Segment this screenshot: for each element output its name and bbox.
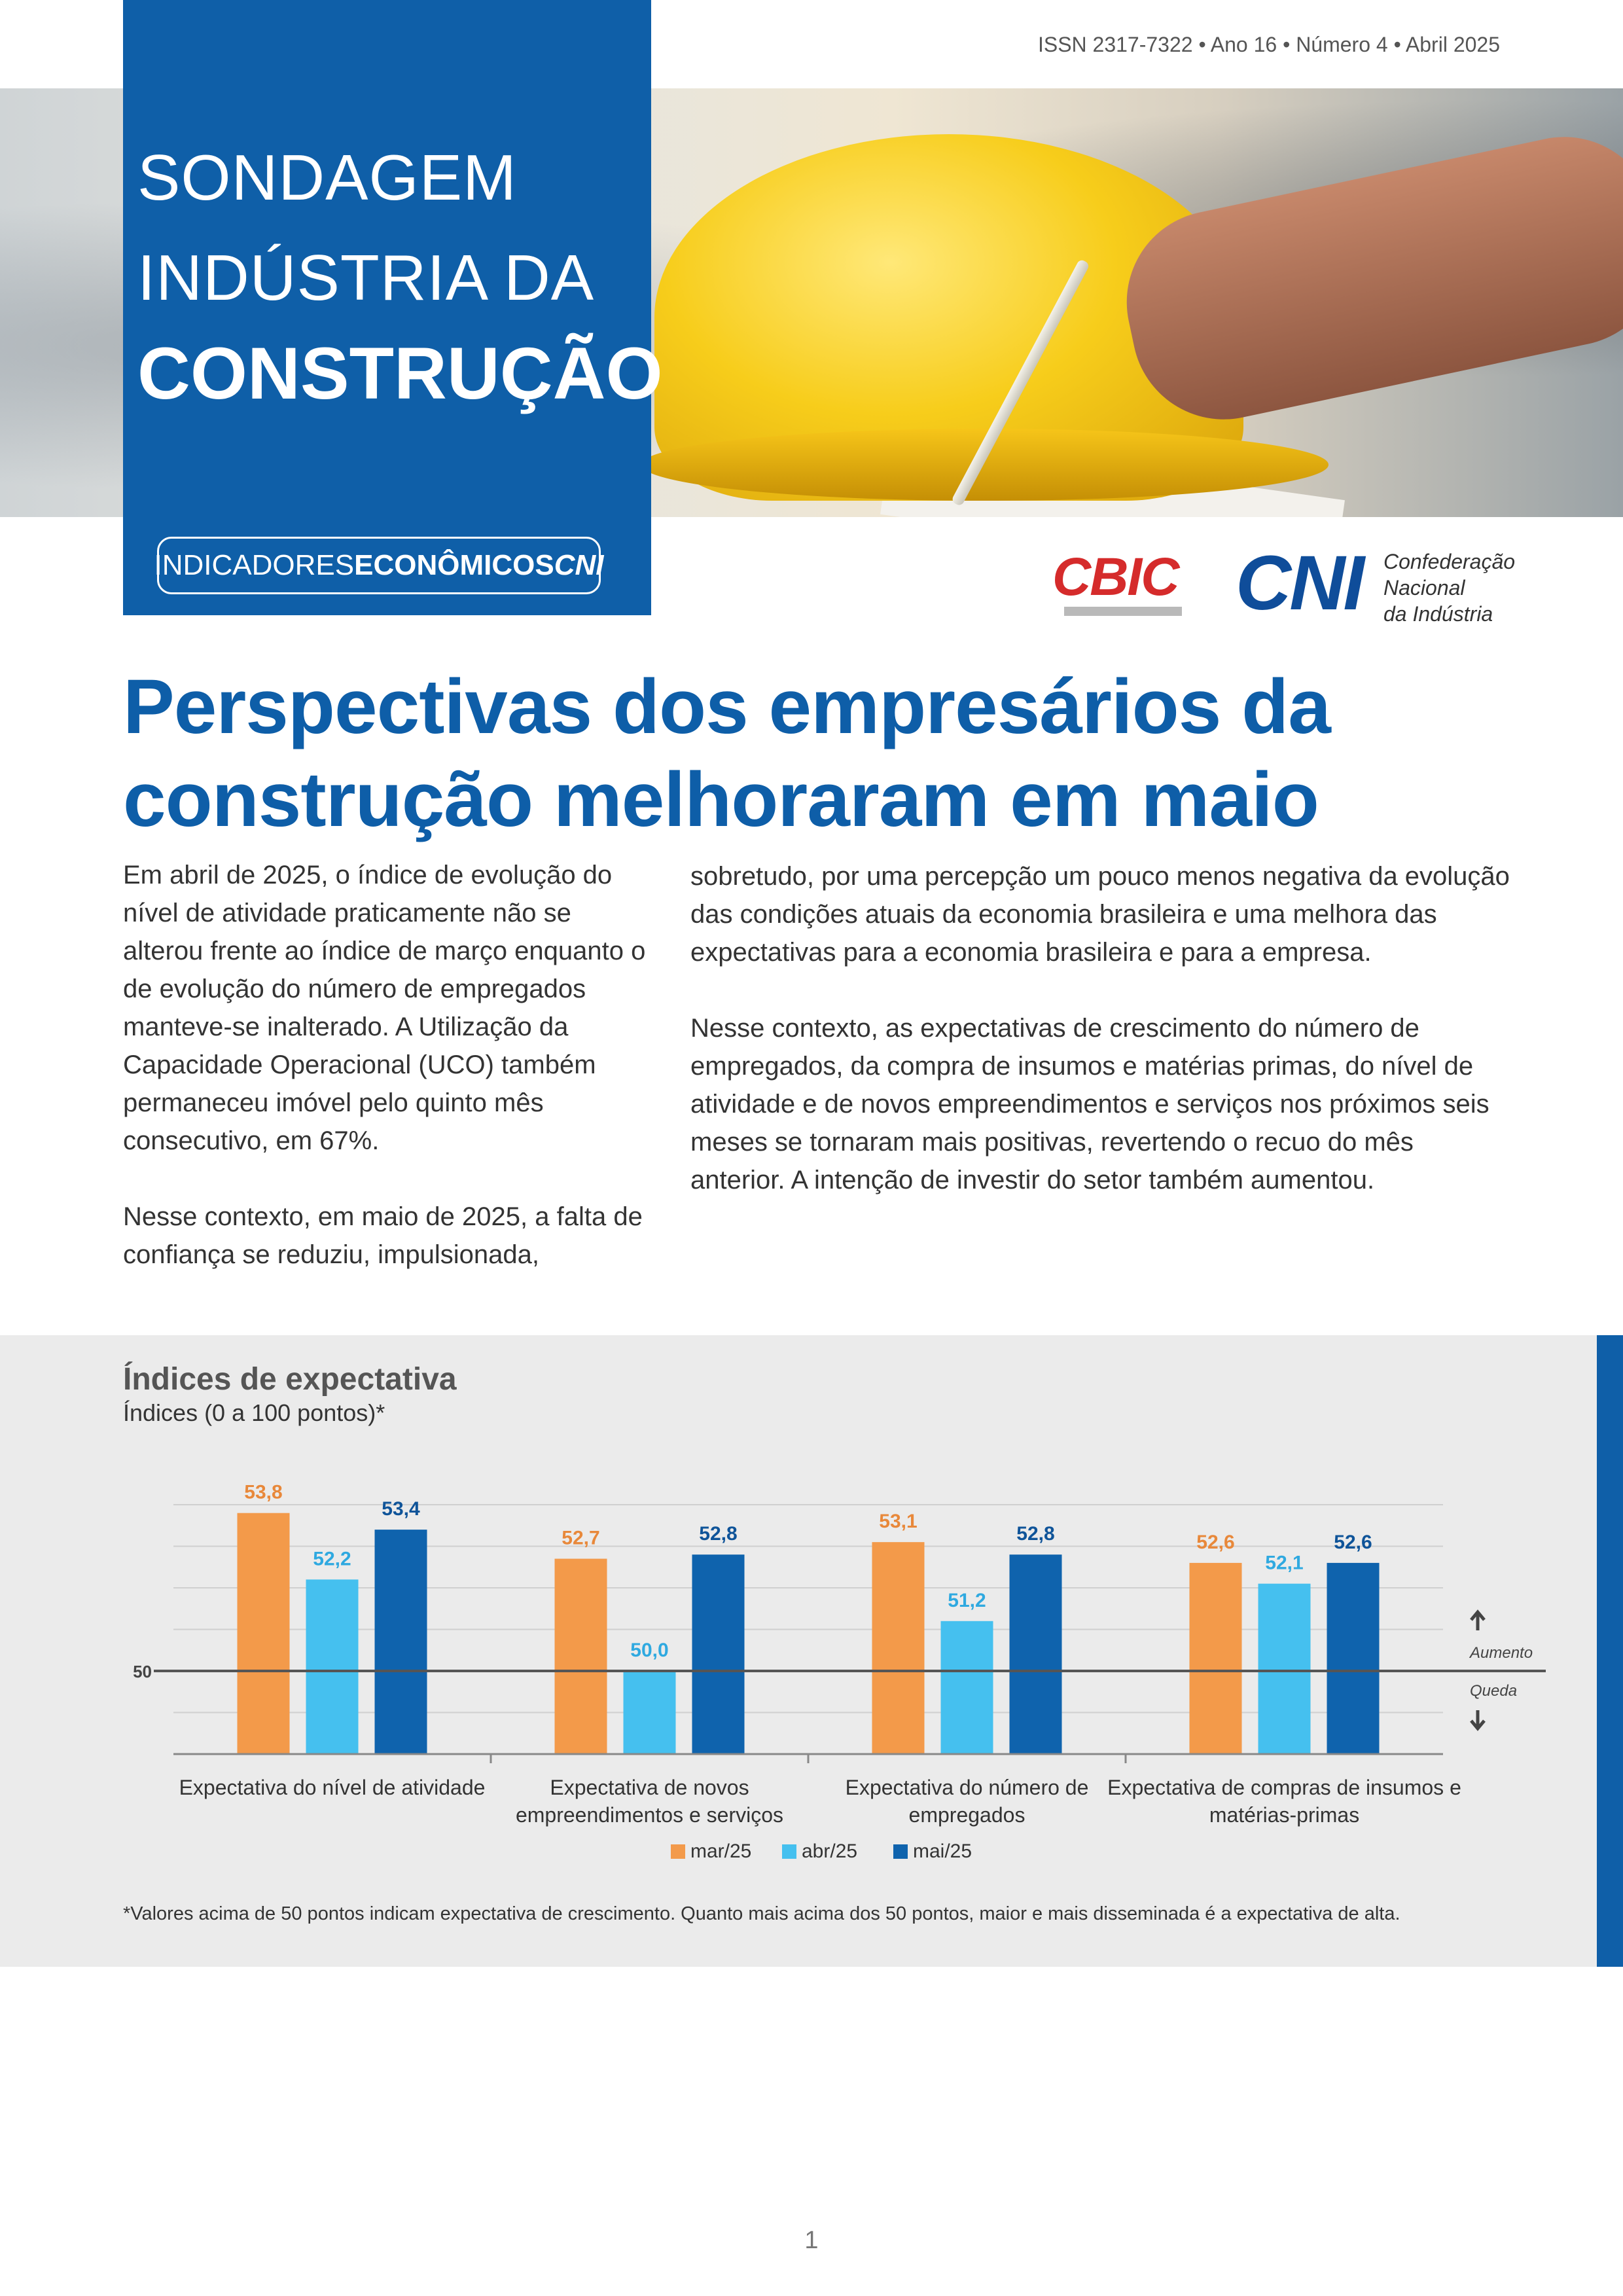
legend-label: mar/25 xyxy=(690,1840,751,1862)
legend-swatch xyxy=(671,1844,685,1859)
bar-value-label: 52,2 xyxy=(313,1548,351,1570)
bar-value-label: 53,4 xyxy=(382,1498,420,1520)
bar-mai-25 xyxy=(374,1530,427,1754)
bar-mar-25 xyxy=(1189,1562,1242,1754)
bar-value-label: 52,8 xyxy=(1016,1523,1054,1545)
panel-accent-bar xyxy=(1597,1335,1623,1967)
cbic-logo-text: CBIC xyxy=(1052,547,1179,607)
paragraph-4: Nesse contexto, as expectativas de cresc… xyxy=(690,1014,1489,1194)
reference-line-label: 50 xyxy=(133,1662,152,1681)
cni-name-line-2: Nacional xyxy=(1383,576,1465,600)
chart-subtitle: Índices (0 a 100 pontos)* xyxy=(123,1399,385,1426)
headline: Perspectivas dos empresários da construç… xyxy=(123,661,1497,846)
cni-name-line-3: da Indústria xyxy=(1383,602,1493,626)
issue-info: ISSN 2317-7322 • Ano 16 • Número 4 • Abr… xyxy=(1037,33,1500,56)
category-label: empreendimentos e serviços xyxy=(516,1803,783,1827)
title-line-1: SONDAGEM xyxy=(137,141,517,213)
bar-value-label: 53,1 xyxy=(879,1511,917,1532)
series-badge: INDICADORES ECONÔMICOS CNI xyxy=(154,537,604,594)
body-column-left: Em abril de 2025, o índice de evolução d… xyxy=(123,856,647,1312)
page-number: 1 xyxy=(804,2227,819,2254)
title-line-2: INDÚSTRIA DA xyxy=(137,242,595,314)
headline-line-1: Perspectivas dos empresários da xyxy=(123,664,1331,750)
bar-mai-25 xyxy=(1327,1562,1380,1754)
expectation-bar-chart: 53,8 52,7 53,1 52,6 52,2 50,0 51,2 52,1 53,4 52,8… xyxy=(133,1482,1546,1862)
category-label: Expectativa do número de xyxy=(846,1776,1089,1799)
bar-value-label: 52,6 xyxy=(1196,1532,1234,1553)
cni-logo: CNI xyxy=(1236,540,1364,626)
series-part-3: CNI xyxy=(554,549,604,581)
bar-value-label: 52,7 xyxy=(562,1528,599,1549)
legend-swatch xyxy=(893,1844,908,1859)
headline-line-2: construção melhoraram em maio xyxy=(123,756,1319,843)
category-label: Expectativa do nível de atividade xyxy=(179,1776,486,1799)
bar-abr-25 xyxy=(940,1621,993,1754)
bar-mar-25 xyxy=(872,1542,925,1754)
increase-label: Aumento xyxy=(1469,1644,1533,1662)
bar-mar-25 xyxy=(237,1513,290,1754)
chart-footnote: *Valores acima de 50 pontos indicam expe… xyxy=(123,1903,1400,1924)
paragraph-1: Em abril de 2025, o índice de evolução d… xyxy=(123,861,646,1155)
cbic-logo: CBIC xyxy=(1052,547,1183,619)
legend-swatch xyxy=(782,1844,796,1859)
bar-value-label: 50,0 xyxy=(630,1640,668,1661)
decrease-label: Queda xyxy=(1470,1682,1517,1700)
arrow-down-icon xyxy=(1470,1710,1486,1731)
title-line-3: CONSTRUÇÃO xyxy=(137,332,663,414)
bar-abr-25 xyxy=(1258,1583,1311,1754)
category-label: matérias-primas xyxy=(1209,1803,1359,1827)
bar-value-label: 52,8 xyxy=(699,1523,737,1545)
category-label: Expectativa de novos xyxy=(550,1776,749,1799)
bar-value-label: 52,6 xyxy=(1334,1532,1372,1553)
paragraph-3: sobretudo, por uma percepção um pouco me… xyxy=(690,862,1510,967)
series-part-2: ECONÔMICOS xyxy=(354,549,554,581)
bar-value-label: 51,2 xyxy=(948,1590,986,1611)
category-label: Expectativa de compras de insumos e xyxy=(1107,1776,1461,1799)
title-panel: SONDAGEM INDÚSTRIA DA CONSTRUÇÃO INDICAD… xyxy=(123,0,663,615)
cni-name: Confederação Nacional da Indústria xyxy=(1383,548,1515,627)
bar-value-label: 53,8 xyxy=(244,1482,282,1503)
paragraph-2: Nesse contexto, em maio de 2025, a falta… xyxy=(123,1202,643,1269)
category-label: empregados xyxy=(909,1803,1026,1827)
arrow-up-icon xyxy=(1470,1609,1486,1630)
bar-abr-25 xyxy=(306,1579,359,1754)
cni-name-line-1: Confederação xyxy=(1383,550,1516,573)
bar-mai-25 xyxy=(1009,1554,1062,1754)
chart-title: Índices de expectativa xyxy=(123,1362,457,1397)
body-column-right: sobretudo, por uma percepção um pouco me… xyxy=(690,857,1515,1237)
bar-mai-25 xyxy=(692,1554,745,1754)
legend-label: mai/25 xyxy=(913,1840,972,1862)
series-part-1: INDICADORES xyxy=(154,549,355,581)
legend-label: abr/25 xyxy=(802,1840,857,1862)
bar-abr-25 xyxy=(623,1671,676,1754)
bar-value-label: 52,1 xyxy=(1265,1552,1303,1574)
bar-mar-25 xyxy=(554,1558,607,1754)
